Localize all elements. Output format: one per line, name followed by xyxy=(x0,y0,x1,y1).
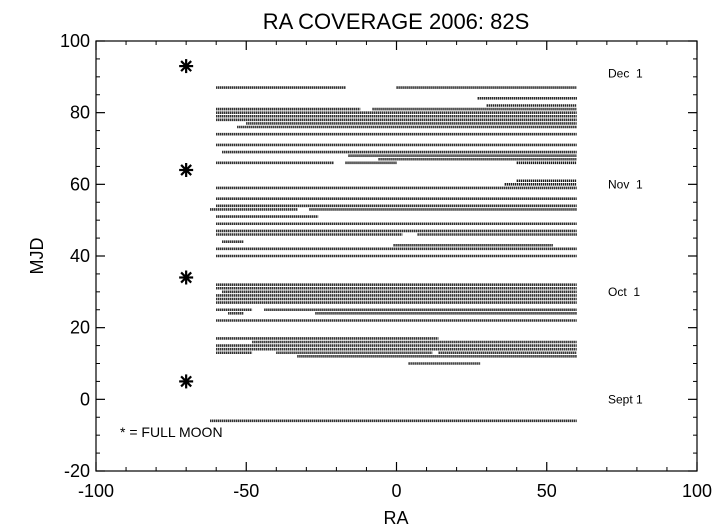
month-label: Nov 1 xyxy=(608,177,643,191)
y-tick-label: 80 xyxy=(70,103,90,123)
month-label: Oct 1 xyxy=(608,285,640,299)
month-labels: Dec 1 Nov 1 Oct 1 Sept 1 xyxy=(608,66,643,406)
y-tick-label: 60 xyxy=(70,174,90,194)
y-axis-label: MJD xyxy=(27,238,47,275)
x-tick-label: 100 xyxy=(682,481,712,501)
full-moon-marker xyxy=(179,163,194,177)
full-moon-markers xyxy=(179,59,194,389)
full-moon-marker xyxy=(179,374,194,389)
x-tick-label: -100 xyxy=(78,481,114,501)
full-moon-legend-note: * = FULL MOON xyxy=(120,424,223,440)
x-tick-label: 50 xyxy=(537,481,557,501)
coverage-segments xyxy=(210,86,577,423)
x-axis-label: RA xyxy=(383,508,408,528)
full-moon-marker xyxy=(179,59,194,74)
y-tick-label: 40 xyxy=(70,246,90,266)
month-label: Sept 1 xyxy=(608,392,643,406)
x-axis-ticks: -100 -50 0 50 100 xyxy=(78,41,712,501)
x-tick-label: -50 xyxy=(233,481,259,501)
y-tick-label: -20 xyxy=(64,461,90,481)
full-moon-marker xyxy=(179,270,194,285)
chart-title: RA COVERAGE 2006: 82S xyxy=(263,9,530,34)
y-tick-label: 100 xyxy=(60,31,90,51)
y-tick-label: 0 xyxy=(80,389,90,409)
y-axis-ticks: -20 0 20 40 60 80 100 xyxy=(60,31,697,481)
y-tick-label: 20 xyxy=(70,318,90,338)
x-tick-label: 0 xyxy=(391,481,401,501)
month-label: Dec 1 xyxy=(608,66,643,80)
